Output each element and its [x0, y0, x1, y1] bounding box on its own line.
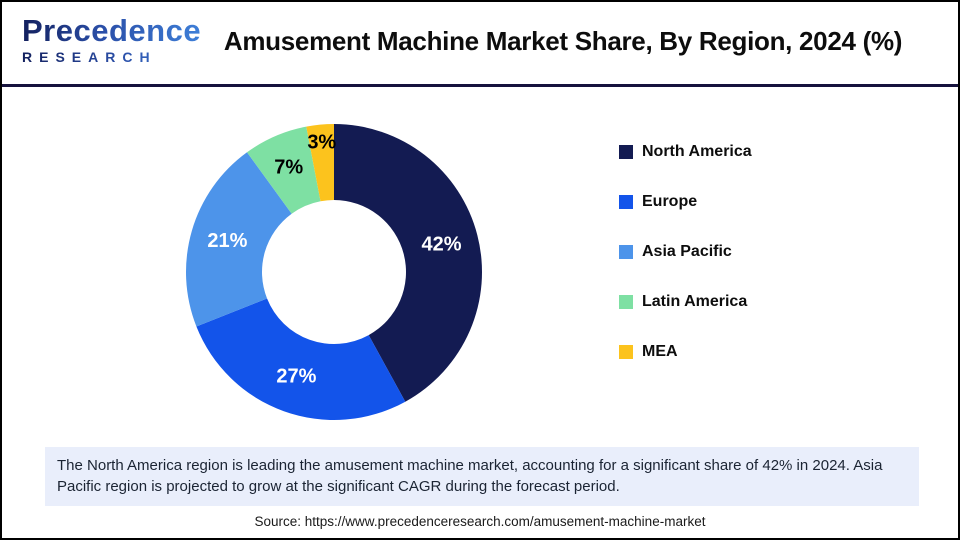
legend-swatch-icon: [619, 345, 633, 359]
slice-label-asia-pacific: 21%: [207, 230, 247, 252]
legend-swatch-icon: [619, 145, 633, 159]
slice-label-north-america: 42%: [421, 233, 461, 255]
donut-slice-latin-america: [247, 126, 321, 214]
legend-item-asia-pacific: Asia Pacific: [619, 241, 752, 263]
donut-slice-mea: [306, 124, 334, 202]
header: Precedence RESEARCH Amusement Machine Ma…: [2, 2, 958, 84]
summary-note: The North America region is leading the …: [45, 447, 919, 506]
slice-label-latin-america: 7%: [274, 156, 303, 178]
donut-slice-asia-pacific: [186, 152, 292, 327]
legend-label: North America: [642, 143, 752, 160]
slice-label-mea: 3%: [307, 132, 336, 154]
legend-label: MEA: [642, 343, 678, 360]
legend-label: Asia Pacific: [642, 243, 732, 260]
page-title: Amusement Machine Market Share, By Regio…: [223, 26, 903, 56]
legend-label: Latin America: [642, 293, 748, 310]
legend-swatch-icon: [619, 245, 633, 259]
legend-label: Europe: [642, 193, 698, 210]
header-divider: [2, 84, 958, 87]
legend-swatch-icon: [619, 295, 633, 309]
donut-slice-north-america: [334, 124, 483, 402]
donut-chart: 42% 27% 21% 7%3%: [186, 124, 483, 420]
source-line: Source: https://www.precedenceresearch.c…: [254, 514, 706, 529]
legend-swatch-icon: [619, 195, 633, 209]
logo-wordmark: Precedence: [22, 13, 202, 48]
legend-item-north-america: North America: [619, 141, 752, 163]
precedence-research-logo: Precedence RESEARCH: [22, 15, 201, 64]
legend-item-latin-america: Latin America: [619, 291, 752, 313]
legend-item-mea: MEA: [619, 341, 752, 363]
slice-label-europe: 27%: [276, 365, 316, 387]
donut-slice-europe: [196, 298, 406, 420]
logo-subtitle: RESEARCH: [22, 50, 201, 64]
legend: North America Europe Asia Pacific Latin Ame…: [619, 141, 752, 391]
legend-item-europe: Europe: [619, 191, 752, 213]
